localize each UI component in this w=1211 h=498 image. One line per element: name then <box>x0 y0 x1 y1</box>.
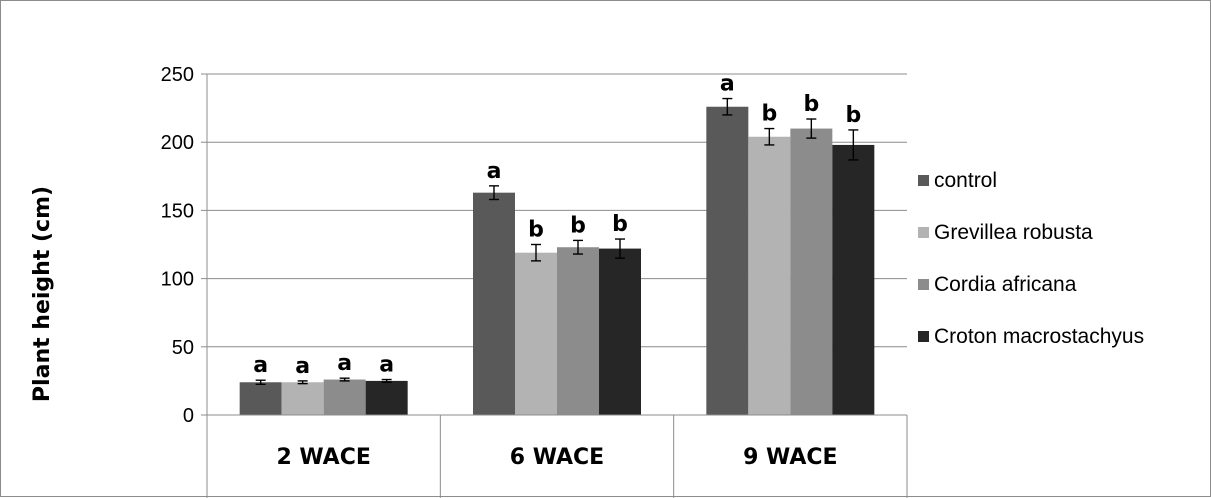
significance-label: b <box>803 92 819 117</box>
legend-swatch <box>918 227 929 238</box>
y-tick-label: 50 <box>172 337 194 359</box>
bar <box>599 248 641 415</box>
significance-label: a <box>720 72 735 97</box>
significance-label: b <box>528 218 544 243</box>
legend-swatch <box>918 175 929 186</box>
significance-label: a <box>487 159 502 184</box>
error-bars <box>255 97 859 386</box>
significance-label: b <box>761 102 777 127</box>
bar <box>515 252 557 415</box>
bar <box>790 128 833 415</box>
significance-label: b <box>570 213 586 238</box>
bar <box>832 144 875 416</box>
bar <box>281 382 324 415</box>
significance-label: a <box>253 353 268 378</box>
legend: control Grevillea robusta Cordia africana C… <box>918 169 1144 348</box>
legend-label: Croton macrostachyus <box>934 325 1144 348</box>
bar <box>473 192 515 415</box>
legend-swatch <box>918 331 929 342</box>
legend-label: control <box>934 169 997 192</box>
bar <box>748 136 791 415</box>
bar <box>365 380 408 415</box>
x-category-label: 6 WACE <box>510 445 604 470</box>
x-category-label: 2 WACE <box>276 445 370 470</box>
bar <box>706 106 749 416</box>
bar <box>239 382 282 415</box>
legend-label: Grevillea robusta <box>934 221 1093 244</box>
bar <box>323 379 366 415</box>
x-category-label: 9 WACE <box>743 445 837 470</box>
legend-swatch <box>918 279 929 290</box>
y-tick-label: 0 <box>183 405 194 427</box>
bars <box>239 106 875 416</box>
significance-label: a <box>379 353 394 378</box>
y-tick-label: 150 <box>161 200 194 222</box>
legend-label: Cordia africana <box>934 273 1077 296</box>
significance-labels: a a a a a b b b a b b b <box>253 72 861 379</box>
y-tick-label: 250 <box>161 64 194 86</box>
y-tick-label: 100 <box>161 269 194 291</box>
significance-label: a <box>295 354 310 379</box>
significance-label: b <box>612 212 628 237</box>
y-tick-label: 200 <box>161 132 194 154</box>
axes: 0 50 100 150 200 250 2 WACE 6 WACE 9 WACE <box>161 64 908 498</box>
significance-label: a <box>337 351 352 376</box>
y-axis-title: Plant height (cm) <box>30 186 55 402</box>
bar <box>557 247 599 415</box>
significance-label: b <box>845 103 861 128</box>
